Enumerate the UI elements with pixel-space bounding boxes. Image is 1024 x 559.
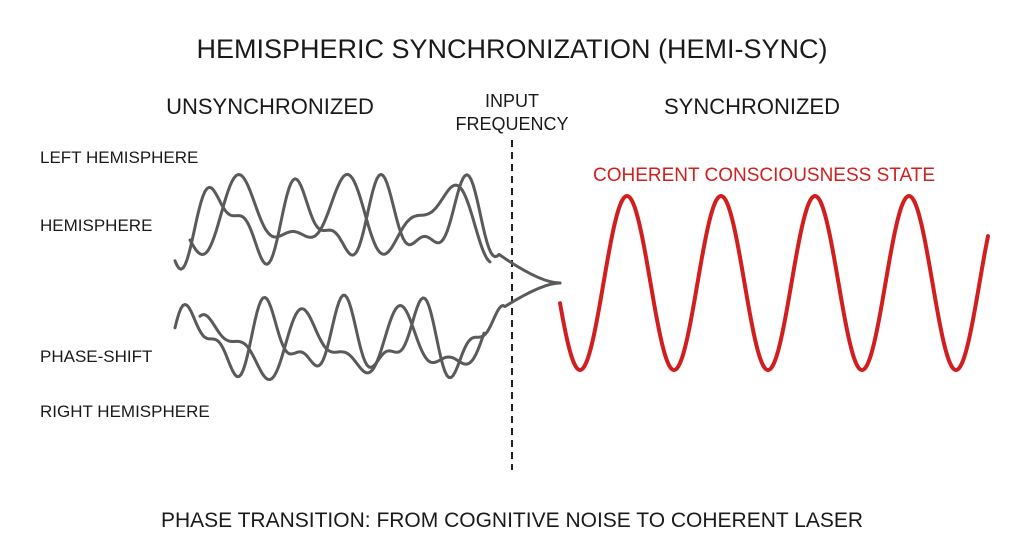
section-middle: FREQUENCY [455,114,568,134]
section-left: UNSYNCHRONIZED [166,94,374,119]
section-right: SYNCHRONIZED [664,94,840,119]
waves [173,172,990,381]
label: RIGHT HEMISPHERE [40,402,210,421]
left-wave [188,172,492,264]
left-wave [173,172,562,285]
title: HEMISPHERIC SYNCHRONIZATION (HEMI-SYNC) [196,34,827,64]
section-middle: INPUT [485,91,539,111]
label: PHASE-SHIFT [40,347,152,366]
label: HEMISPHERE [40,216,152,235]
label: LEFT HEMISPHERE [40,148,198,167]
right-wave [198,304,486,381]
state-label: COHERENT CONSCIOUSNESS STATE [593,165,935,186]
coherent-wave [558,194,990,372]
caption: PHASE TRANSITION: FROM COGNITIVE NOISE T… [161,509,863,532]
right-wave [173,281,562,379]
